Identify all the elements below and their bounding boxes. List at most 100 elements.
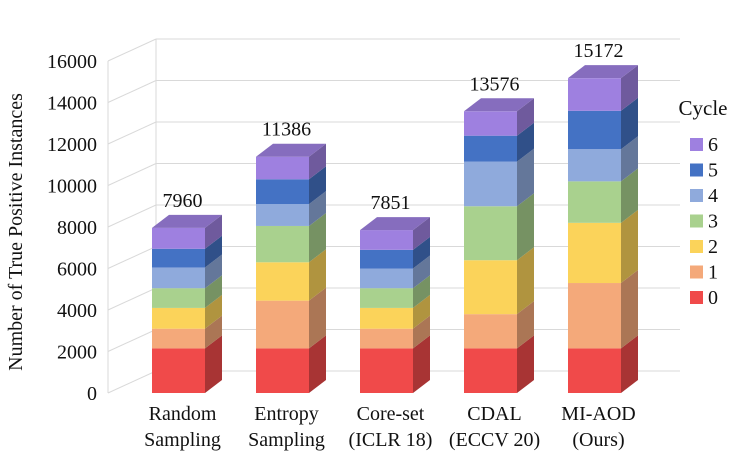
y-axis-label: Number of True Positive Instances [5,93,27,371]
bar-front [360,230,413,250]
bar-front [568,78,621,111]
bar-side [621,209,638,284]
bar-side [621,65,638,111]
bar-segment [568,335,638,393]
category-labels: Random Sampling Entropy Sampling Core-set (IC… [144,403,636,451]
gridline-depth [107,287,157,311]
bar-segment [568,168,638,223]
category-label: CDAL [467,403,521,425]
bar-front [568,181,621,223]
gridline-depth [107,246,157,269]
bar-side [205,335,222,393]
total-label: 13576 [470,73,520,95]
bar-side [309,191,326,226]
bar-front [152,348,205,393]
bar-side [621,335,638,393]
bar-segment [256,335,326,393]
bar-segment [464,301,534,349]
bar-front [152,328,205,349]
bar-side [309,287,326,349]
total-label: 7960 [163,190,203,212]
bar-side [309,166,326,205]
bar-side [309,143,326,180]
bar-top [464,98,534,112]
y-tick-label: 10000 [47,176,97,198]
legend-swatch [690,189,703,202]
legend: Cycle 6 5 4 3 2 1 0 [679,96,728,309]
legend-swatch [690,214,703,228]
bar-front [256,204,309,226]
total-label: 11386 [262,119,311,141]
total-label: 7851 [371,192,411,214]
bar-segment [152,214,222,249]
bar-segment [464,98,534,136]
legend-label: 1 [708,262,718,284]
bar-side [517,148,534,207]
category-label: MI-AOD [561,403,635,425]
bar-segment [256,191,326,226]
total-label: 15172 [574,40,624,62]
category-label: Entropy [254,403,318,425]
gridline-depth [107,370,157,394]
category-label: (ICLR 18) [349,429,433,451]
bar-segment [152,294,222,329]
bar-segment [568,65,638,111]
bar-side [413,275,430,308]
bar-side [309,335,326,393]
bar-side [517,247,534,315]
bar-segment [360,236,430,269]
bar-segment [568,136,638,182]
bar-front [152,248,205,268]
bar-front [464,161,517,207]
legend-label: 4 [708,185,718,207]
bar-segment [360,335,430,393]
legend-swatch [690,240,703,253]
gridline-depth [107,329,157,352]
y-tick-label: 12000 [47,134,97,156]
bar-segment [568,270,638,349]
bar-side [413,255,430,289]
legend-swatch [690,291,703,304]
y-tick-label: 6000 [57,259,97,281]
bar-segment [360,294,430,329]
bar-front [152,227,205,249]
bar-side [517,98,534,136]
bar-segment [152,235,222,268]
bar-side [413,315,430,349]
bar-side [205,214,222,249]
bar-segment [152,275,222,308]
bar-segment [256,287,326,349]
bar-segment [464,335,534,393]
bar-front [568,149,621,182]
bar-front [152,288,205,308]
bar-side [517,335,534,393]
gridline-depth [107,121,157,145]
bar-side [621,97,638,150]
bar-front [568,283,621,349]
bar-segment [152,254,222,289]
legend-swatch [690,265,703,279]
bar-front [464,260,517,315]
bar-segment [256,249,326,301]
bar-front [256,348,309,393]
bar-side [517,301,534,349]
bar-side [205,254,222,289]
bar-side [205,315,222,349]
bar-segment [256,166,326,205]
bar-side [621,270,638,349]
bar-front [256,179,309,205]
bar-side [413,236,430,269]
category-label: (ECCV 20) [449,429,540,451]
bar-segment [464,247,534,315]
bar-side [621,136,638,182]
bar-segment [152,315,222,349]
bar-front [464,206,517,261]
gridline-depth [107,38,157,62]
y-tick-label: 4000 [57,300,97,322]
category-label: (Ours) [572,429,624,451]
bar-front [464,135,517,162]
legend-label: 0 [708,287,718,309]
bar-top [360,217,430,231]
bar-front [464,314,517,349]
